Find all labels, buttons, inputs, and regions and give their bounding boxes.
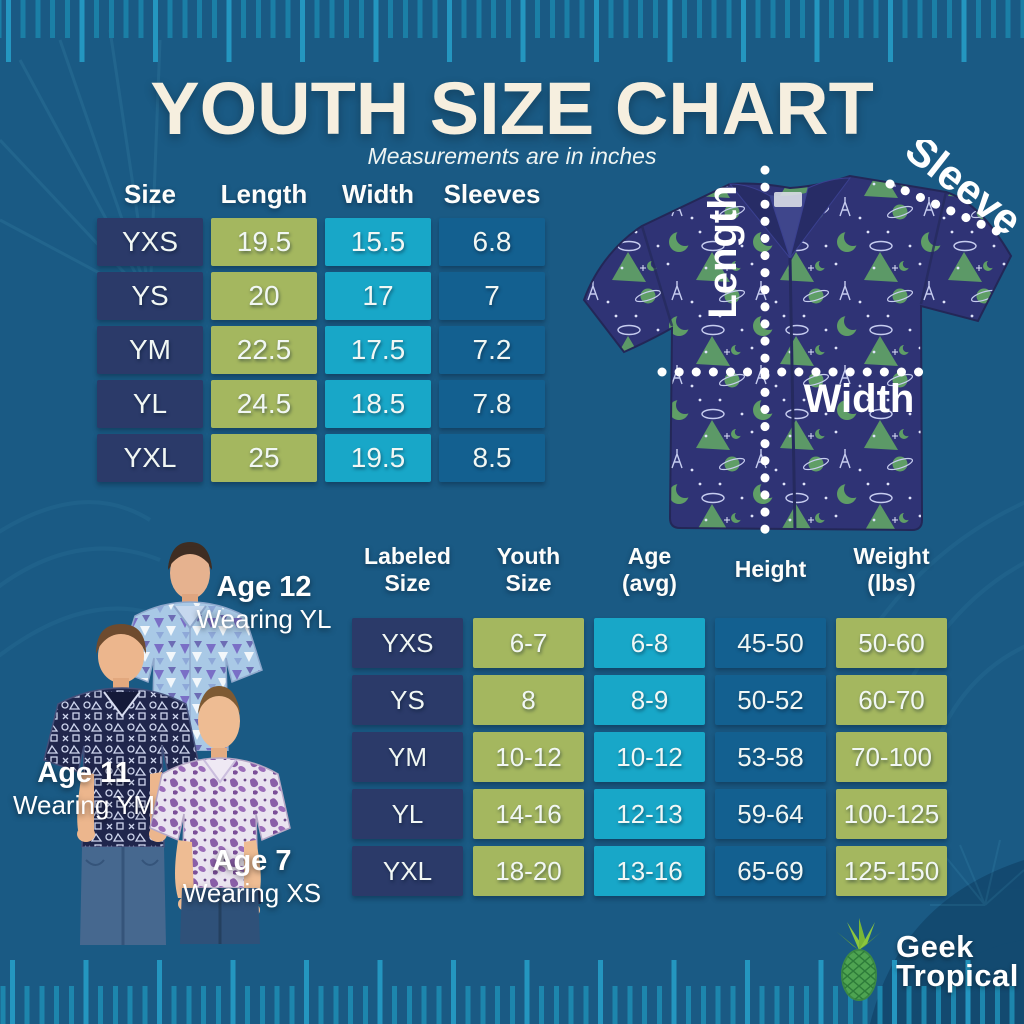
model-age-text: Age 7	[212, 845, 292, 877]
measurement-table-header: Size Length Width Sleeves	[97, 178, 545, 210]
weight-cell: 125-150	[836, 846, 947, 896]
sleeve-cell: 6.8	[439, 218, 545, 266]
measurement-table: YXS 19.5 15.5 6.8 YS 20 17 7 YM 22.5 17.…	[97, 218, 545, 482]
width-cell: 17.5	[325, 326, 431, 374]
size-cell: YM	[97, 326, 203, 374]
length-cell: 24.5	[211, 380, 317, 428]
sleeve-dotted-line	[885, 179, 1015, 242]
sleeve-cell: 7	[439, 272, 545, 320]
shirt-length-label: Length	[701, 185, 745, 318]
width-cell: 18.5	[325, 380, 431, 428]
height-cell: 45-50	[715, 618, 826, 668]
page-title: YOUTH SIZE CHART	[150, 67, 874, 150]
weight-cell: 70-100	[836, 732, 947, 782]
model-wearing-text: Wearing YM	[12, 789, 156, 820]
model-label-age-12: Age 12 Wearing YL	[188, 571, 340, 635]
length-cell: 19.5	[211, 218, 317, 266]
youth-cell: 10-12	[473, 732, 584, 782]
subtitle: Measurements are in inches	[367, 143, 657, 169]
shirt-measurement-diagram: Length Width Sleeve	[578, 125, 1024, 540]
size-cell: YXL	[97, 434, 203, 482]
width-cell: 17	[325, 272, 431, 320]
col-header-weight: Weight (lbs)	[853, 542, 930, 596]
age-cell: 8-9	[594, 675, 705, 725]
col-header-size: Size	[123, 178, 177, 209]
length-cell: 20	[211, 272, 317, 320]
model-age-text: Age 11	[37, 757, 131, 789]
col-header-labeled-size: Labeled Size	[364, 542, 451, 596]
geek-tropical-logo: Geek Tropical	[828, 918, 1019, 1004]
sleeve-cell: 8.5	[439, 434, 545, 482]
label-cell: YXL	[352, 846, 463, 896]
col-header-width: Width	[342, 178, 414, 209]
ruler-top-decoration	[0, 0, 1024, 62]
youth-cell: 8	[473, 675, 584, 725]
height-cell: 53-58	[715, 732, 826, 782]
label-cell: YS	[352, 675, 463, 725]
height-cell: 59-64	[715, 789, 826, 839]
width-cell: 19.5	[325, 434, 431, 482]
weight-cell: 50-60	[836, 618, 947, 668]
col-header-height: Height	[734, 556, 807, 583]
col-header-length: Length	[220, 178, 308, 209]
label-cell: YXS	[352, 618, 463, 668]
model-wearing-text: Wearing XS	[182, 877, 322, 908]
youth-cell: 14-16	[473, 789, 584, 839]
age-cell: 10-12	[594, 732, 705, 782]
logo-line-2: Tropical	[896, 958, 1019, 993]
size-cell: YL	[97, 380, 203, 428]
age-cell: 13-16	[594, 846, 705, 896]
logo-wordmark: Geek Tropical	[896, 928, 1019, 993]
length-cell: 22.5	[211, 326, 317, 374]
model-label-age-11: Age 11 Wearing YM	[0, 757, 168, 821]
col-header-sleeves: Sleeves	[443, 178, 541, 209]
age-cell: 6-8	[594, 618, 705, 668]
size-cell: YXS	[97, 218, 203, 266]
col-header-age: Age (avg)	[622, 542, 677, 596]
shirt-width-label: Width	[804, 377, 915, 421]
sleeve-cell: 7.8	[439, 380, 545, 428]
logo-line-1: Geek	[896, 928, 974, 964]
youth-cell: 6-7	[473, 618, 584, 668]
height-cell: 65-69	[715, 846, 826, 896]
weight-cell: 100-125	[836, 789, 947, 839]
label-cell: YM	[352, 732, 463, 782]
pineapple-icon	[837, 918, 881, 1001]
height-cell: 50-52	[715, 675, 826, 725]
shirt-body	[582, 174, 1013, 532]
model-wearing-text: Wearing YL	[196, 603, 332, 634]
model-age-text: Age 12	[216, 571, 312, 603]
width-cell: 15.5	[325, 218, 431, 266]
model-photo-age-7	[149, 686, 291, 944]
label-cell: YL	[352, 789, 463, 839]
sleeve-cell: 7.2	[439, 326, 545, 374]
collar-tag	[774, 192, 802, 207]
model-label-age-7: Age 7 Wearing XS	[176, 845, 328, 909]
col-header-youth-size: Youth Size	[496, 542, 561, 596]
age-cell: 12-13	[594, 789, 705, 839]
youth-cell: 18-20	[473, 846, 584, 896]
fit-table-header: Labeled Size Youth Size Age (avg) Height…	[352, 531, 947, 609]
size-cell: YS	[97, 272, 203, 320]
shirt-illustration: Length Width Sleeve	[582, 125, 1024, 535]
length-cell: 25	[211, 434, 317, 482]
fit-table: YXS 6-7 6-8 45-50 50-60 YS 8 8-9 50-52 6…	[352, 618, 947, 896]
weight-cell: 60-70	[836, 675, 947, 725]
